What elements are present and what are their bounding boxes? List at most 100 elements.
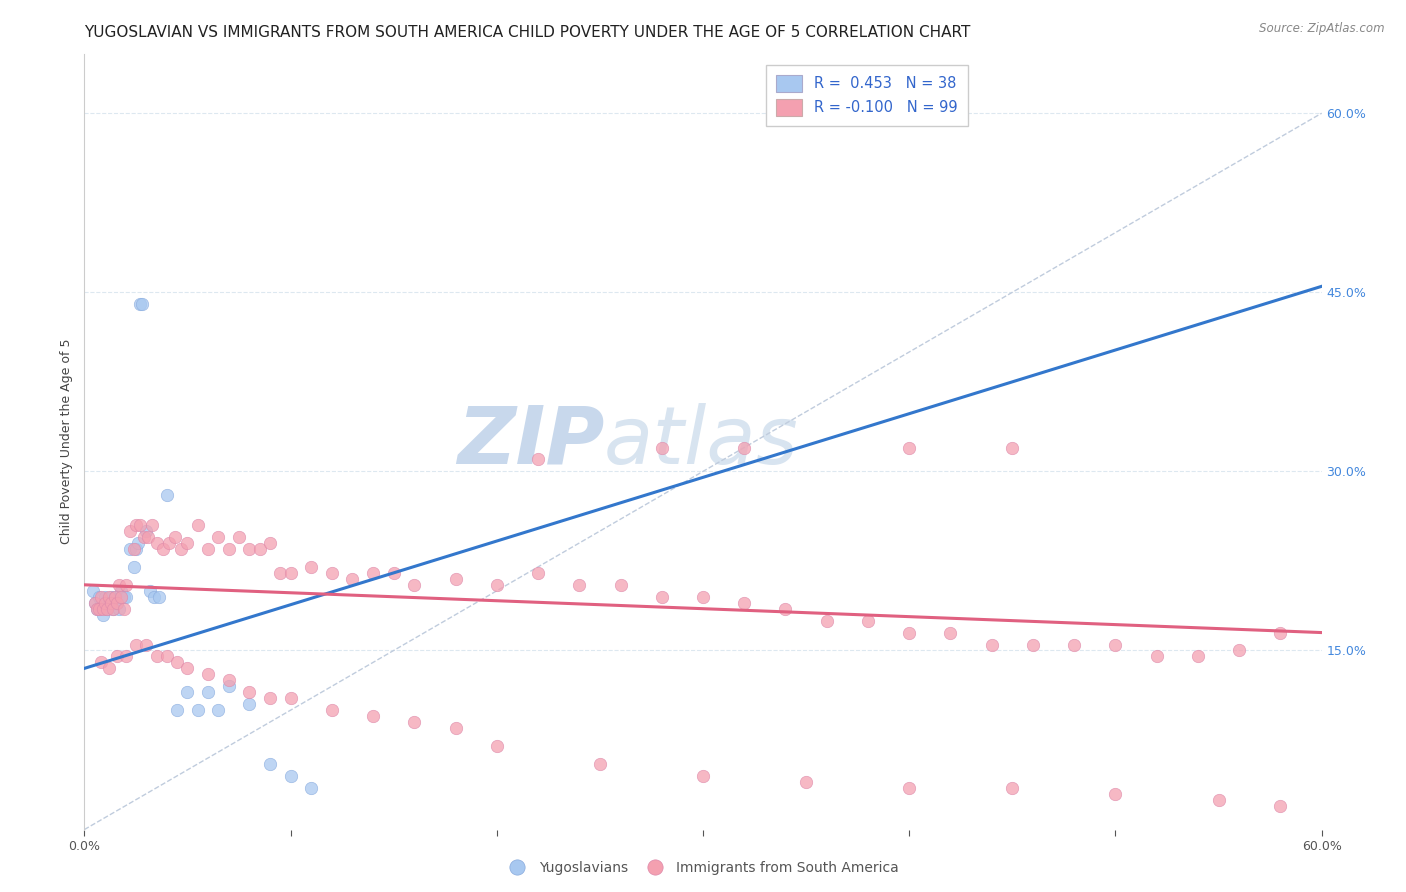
Point: [143, 590, 166, 604]
Point: [103, 601, 125, 615]
Point: [156, 649, 179, 664]
Point: [197, 685, 219, 699]
Point: [98, 661, 121, 675]
Point: [207, 530, 229, 544]
Point: [485, 739, 508, 753]
Point: [148, 590, 170, 604]
Point: [145, 649, 167, 664]
Point: [361, 566, 384, 580]
Point: [105, 596, 128, 610]
Point: [94, 596, 117, 610]
Point: [118, 541, 141, 556]
Point: [114, 590, 136, 604]
Point: [259, 756, 281, 771]
Point: [100, 596, 122, 610]
Point: [733, 441, 755, 455]
Point: [269, 566, 291, 580]
Point: [197, 667, 219, 681]
Point: [444, 721, 467, 735]
Point: [1022, 638, 1045, 652]
Point: [114, 649, 136, 664]
Point: [118, 524, 141, 538]
Point: [90, 590, 112, 604]
Point: [82, 583, 104, 598]
Point: [280, 769, 302, 783]
Point: [135, 638, 157, 652]
Point: [176, 685, 198, 699]
Point: [259, 691, 281, 706]
Point: [98, 590, 121, 604]
Point: [105, 649, 128, 664]
Point: [568, 578, 591, 592]
Point: [259, 536, 281, 550]
Point: [609, 578, 631, 592]
Point: [108, 578, 131, 592]
Point: [104, 590, 127, 604]
Point: [90, 601, 112, 615]
Point: [83, 596, 105, 610]
Point: [134, 530, 156, 544]
Point: [1187, 649, 1209, 664]
Point: [141, 518, 163, 533]
Point: [361, 709, 384, 723]
Point: [105, 596, 128, 610]
Point: [197, 541, 219, 556]
Point: [104, 590, 127, 604]
Point: [775, 601, 797, 615]
Point: [815, 614, 838, 628]
Point: [280, 691, 302, 706]
Point: [1270, 798, 1292, 813]
Point: [112, 601, 135, 615]
Point: [157, 536, 180, 550]
Point: [485, 578, 508, 592]
Point: [131, 297, 153, 311]
Point: [129, 297, 152, 311]
Point: [404, 715, 426, 730]
Point: [87, 590, 110, 604]
Point: [91, 601, 114, 615]
Point: [152, 541, 174, 556]
Point: [342, 572, 364, 586]
Point: [898, 441, 921, 455]
Point: [280, 566, 302, 580]
Point: [96, 601, 118, 615]
Point: [125, 518, 148, 533]
Point: [794, 774, 817, 789]
Point: [321, 566, 343, 580]
Point: [238, 541, 260, 556]
Text: YUGOSLAVIAN VS IMMIGRANTS FROM SOUTH AMERICA CHILD POVERTY UNDER THE AGE OF 5 CO: YUGOSLAVIAN VS IMMIGRANTS FROM SOUTH AME…: [84, 25, 970, 40]
Point: [87, 601, 110, 615]
Point: [527, 452, 550, 467]
Point: [733, 596, 755, 610]
Point: [91, 607, 114, 622]
Point: [218, 679, 240, 693]
Point: [100, 590, 122, 604]
Point: [187, 518, 209, 533]
Point: [1104, 638, 1126, 652]
Point: [122, 560, 145, 574]
Point: [218, 541, 240, 556]
Point: [125, 541, 148, 556]
Point: [1001, 441, 1024, 455]
Point: [90, 656, 112, 670]
Text: Source: ZipAtlas.com: Source: ZipAtlas.com: [1260, 22, 1385, 36]
Point: [96, 601, 118, 615]
Point: [170, 541, 193, 556]
Point: [589, 756, 612, 771]
Text: atlas: atlas: [605, 402, 799, 481]
Point: [939, 625, 962, 640]
Point: [112, 590, 135, 604]
Legend: R =  0.453   N = 38, R = -0.100   N = 99: R = 0.453 N = 38, R = -0.100 N = 99: [766, 65, 967, 126]
Point: [98, 596, 121, 610]
Point: [129, 518, 152, 533]
Y-axis label: Child Poverty Under the Age of 5: Child Poverty Under the Age of 5: [60, 339, 73, 544]
Point: [135, 524, 157, 538]
Point: [176, 661, 198, 675]
Point: [382, 566, 405, 580]
Point: [444, 572, 467, 586]
Point: [110, 590, 132, 604]
Point: [125, 638, 148, 652]
Legend: Yugoslavians, Immigrants from South America: Yugoslavians, Immigrants from South Amer…: [501, 855, 905, 880]
Point: [404, 578, 426, 592]
Point: [145, 536, 167, 550]
